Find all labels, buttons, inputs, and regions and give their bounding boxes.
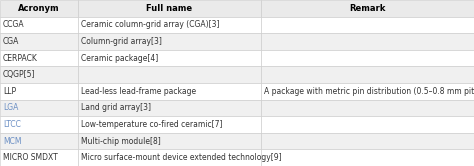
Bar: [0, 83, 78, 100]
Bar: [78, 133, 261, 149]
Bar: [261, 133, 474, 149]
Bar: [261, 116, 474, 133]
Bar: [78, 33, 261, 50]
Text: Multi-chip module[8]: Multi-chip module[8]: [81, 137, 161, 146]
Bar: [0, 100, 78, 116]
Text: Micro surface-mount device extended technology[9]: Micro surface-mount device extended tech…: [81, 153, 282, 162]
Bar: [78, 100, 261, 116]
Bar: [261, 33, 474, 50]
Bar: [0, 116, 78, 133]
Bar: [78, 66, 261, 83]
Text: CGA: CGA: [3, 37, 19, 46]
Text: Land grid array[3]: Land grid array[3]: [81, 103, 151, 112]
Bar: [0, 17, 78, 33]
Bar: [0, 33, 78, 50]
Bar: [261, 83, 474, 100]
Bar: [261, 149, 474, 166]
Bar: [261, 100, 474, 116]
Text: Low-temperature co-fired ceramic[7]: Low-temperature co-fired ceramic[7]: [81, 120, 223, 129]
Bar: [78, 0, 261, 17]
Bar: [78, 17, 261, 33]
Text: Column-grid array[3]: Column-grid array[3]: [81, 37, 162, 46]
Bar: [261, 0, 474, 17]
Text: CERPACK: CERPACK: [3, 54, 38, 63]
Text: LLP: LLP: [3, 87, 16, 96]
Text: MICRO SMDXT: MICRO SMDXT: [3, 153, 58, 162]
Bar: [78, 83, 261, 100]
Text: CCGA: CCGA: [3, 20, 25, 29]
Bar: [0, 66, 78, 83]
Text: MCM: MCM: [3, 137, 21, 146]
Text: Full name: Full name: [146, 4, 192, 13]
Bar: [0, 149, 78, 166]
Text: CQGP[5]: CQGP[5]: [3, 70, 36, 79]
Text: Remark: Remark: [349, 4, 385, 13]
Bar: [78, 149, 261, 166]
Text: Acronym: Acronym: [18, 4, 60, 13]
Bar: [0, 50, 78, 66]
Text: Lead-less lead-frame package: Lead-less lead-frame package: [81, 87, 196, 96]
Bar: [261, 50, 474, 66]
Bar: [261, 66, 474, 83]
Bar: [0, 0, 78, 17]
Text: Ceramic package[4]: Ceramic package[4]: [81, 54, 158, 63]
Text: LTCC: LTCC: [3, 120, 21, 129]
Text: Ceramic column-grid array (CGA)[3]: Ceramic column-grid array (CGA)[3]: [81, 20, 219, 29]
Bar: [261, 17, 474, 33]
Bar: [0, 133, 78, 149]
Text: LGA: LGA: [3, 103, 18, 112]
Text: A package with metric pin distribution (0.5–0.8 mm pitch)[6]: A package with metric pin distribution (…: [264, 87, 474, 96]
Bar: [78, 50, 261, 66]
Bar: [78, 116, 261, 133]
